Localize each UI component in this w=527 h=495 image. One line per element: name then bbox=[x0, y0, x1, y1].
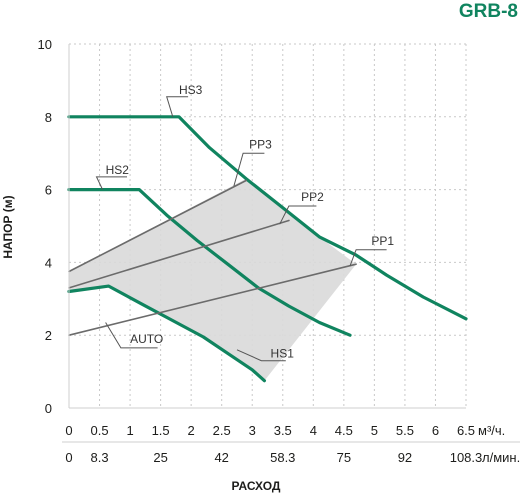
series-label-auto: AUTO bbox=[130, 332, 163, 346]
auto-region bbox=[69, 178, 357, 381]
series-label-hs1: HS1 bbox=[271, 347, 295, 361]
series-line-pp3 bbox=[68, 179, 247, 273]
series-lines bbox=[67, 115, 468, 383]
y-tick-label: 6 bbox=[45, 183, 52, 198]
series-line-hs2 bbox=[67, 188, 352, 337]
x-tick-label: 2 bbox=[188, 423, 195, 438]
series-line-hs3 bbox=[67, 115, 468, 321]
x2-tick-label: 92 bbox=[398, 450, 412, 465]
x2-tick-label: 75 bbox=[337, 450, 351, 465]
x-tick-label: 5 bbox=[371, 423, 378, 438]
x-tick-label: 4 bbox=[310, 423, 317, 438]
x-unit-label: м³/ч. bbox=[478, 423, 505, 438]
leader-line-pp1 bbox=[349, 249, 387, 267]
leader-line-hs3 bbox=[166, 96, 189, 117]
chart-title: GRB-8 bbox=[459, 1, 518, 22]
x-tick-label: 3.5 bbox=[274, 423, 292, 438]
x2-tick-label: 25 bbox=[153, 450, 167, 465]
x2-tick-label: 8.3 bbox=[90, 450, 108, 465]
x2-tick-label: 108.3 bbox=[450, 450, 483, 465]
x-tick-label: 4.5 bbox=[335, 423, 353, 438]
x-tick-label: 3 bbox=[249, 423, 256, 438]
x-tick-label: 5.5 bbox=[396, 423, 414, 438]
leader-line-hs2 bbox=[95, 176, 127, 190]
x2-unit-label: л/мин. bbox=[482, 450, 520, 465]
x-axis-label: РАСХОД bbox=[232, 479, 281, 493]
leader-line-hs1 bbox=[236, 349, 286, 362]
series-label-pp1: PP1 bbox=[371, 234, 394, 248]
y-tick-label: 8 bbox=[45, 110, 52, 125]
series-line-pp2 bbox=[68, 219, 290, 289]
x-tick-label: 0 bbox=[65, 423, 72, 438]
y-tick-label: 4 bbox=[45, 255, 52, 270]
auto-region-fill bbox=[69, 178, 357, 381]
x-tick-label: 1.5 bbox=[152, 423, 170, 438]
y-axis-label: НАПОР (м) bbox=[1, 195, 15, 258]
x-tick-label: 1 bbox=[126, 423, 133, 438]
y-tick-label: 2 bbox=[45, 328, 52, 343]
annotations: HS3 HS2 HS1 PP3 PP2 PP1 AUTO bbox=[95, 83, 394, 362]
x2-tick-label: 0 bbox=[65, 450, 72, 465]
y-tick-label: 0 bbox=[45, 401, 52, 416]
x-tick-label: 2.5 bbox=[213, 423, 231, 438]
leader-line-pp2 bbox=[279, 205, 317, 225]
leader-line-pp3 bbox=[233, 152, 265, 187]
x-tick-label: 6 bbox=[432, 423, 439, 438]
x2-tick-label: 58.3 bbox=[270, 450, 295, 465]
y-tick-label: 10 bbox=[38, 37, 52, 52]
series-line-pp1 bbox=[68, 263, 357, 337]
series-label-pp3: PP3 bbox=[249, 137, 272, 151]
series-label-hs2: HS2 bbox=[106, 163, 130, 177]
series-line-hs1 bbox=[67, 284, 266, 383]
axes: 0 2 4 6 8 10 0 0.5 1 1.5 2 2.5 3 3.5 4 4.5 5 5.5 6 6.5 м³/ч.… bbox=[38, 37, 521, 465]
x2-tick-label: 42 bbox=[214, 450, 228, 465]
leader-line-auto bbox=[105, 322, 158, 349]
series-label-hs3: HS3 bbox=[179, 83, 203, 97]
series-label-pp2: PP2 bbox=[301, 190, 324, 204]
x-tick-label: 6.5 bbox=[457, 423, 475, 438]
x-tick-label: 0.5 bbox=[90, 423, 108, 438]
